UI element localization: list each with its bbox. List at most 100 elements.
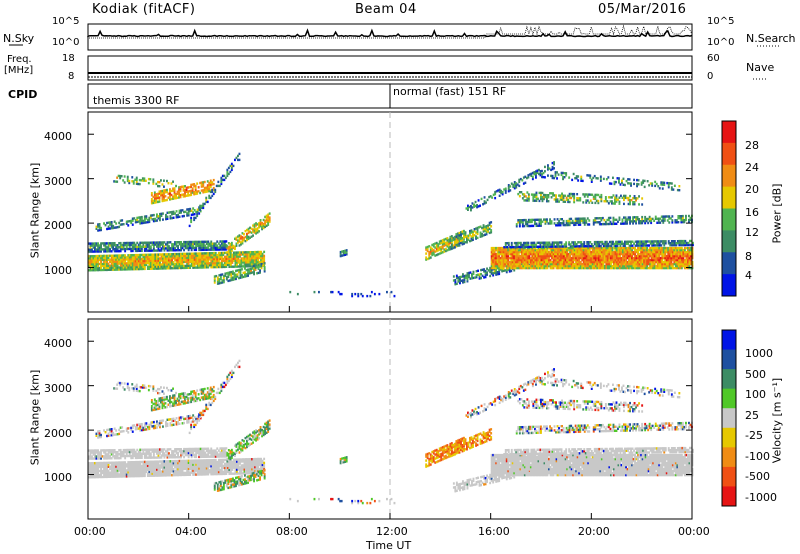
power-cell (599, 179, 602, 182)
power-cell (551, 252, 553, 256)
power-cell (481, 232, 483, 236)
power-cell (166, 247, 169, 250)
power-cell (107, 256, 110, 259)
velocity-cell (89, 470, 92, 473)
power-cell (549, 262, 552, 266)
power-cell (192, 266, 195, 269)
power-cell (608, 182, 611, 185)
power-cell (480, 276, 482, 280)
power-cell (507, 246, 510, 250)
power-cell (160, 247, 163, 250)
power-cell (667, 260, 670, 264)
power-cell (165, 217, 167, 221)
power-cell (619, 266, 621, 270)
power-cell (157, 253, 160, 256)
power-cell (203, 188, 206, 192)
power-cell (143, 221, 146, 224)
power-cell (172, 245, 175, 248)
power-cell (192, 240, 195, 244)
power-cell (540, 258, 543, 262)
power-cell (453, 246, 456, 249)
power-cell (612, 240, 614, 244)
power-cell (658, 260, 661, 264)
noise-panel-frame (87, 23, 693, 51)
power-cell (617, 248, 620, 252)
power-cell (130, 264, 133, 267)
power-cell (141, 179, 144, 182)
power-cell (232, 276, 234, 279)
velocity-cell (100, 461, 102, 465)
power-cell (546, 262, 549, 266)
power-cell (572, 248, 575, 252)
power-cell (597, 252, 600, 256)
power-cell (627, 240, 629, 243)
power-cell (131, 180, 134, 183)
power-cell (647, 258, 650, 262)
power-cell (593, 266, 596, 270)
power-cell (584, 256, 587, 260)
power-cell (690, 252, 692, 256)
power-cell (649, 242, 652, 245)
power-cell (640, 262, 643, 266)
power-cell (214, 255, 217, 259)
power-cell (180, 243, 182, 246)
power-cell (549, 246, 552, 250)
power-cell (133, 243, 136, 247)
velocity-cell (94, 466, 96, 469)
power-cell (97, 246, 99, 249)
power-cell (669, 217, 672, 220)
power-cell (116, 180, 119, 183)
power-cell (196, 258, 199, 261)
power-cell (180, 262, 182, 266)
power-cell (173, 191, 176, 194)
power-cell (568, 219, 571, 223)
power-cell (511, 258, 514, 262)
power-cell (569, 262, 572, 266)
power-cell (543, 262, 546, 266)
power-cell (593, 262, 596, 266)
power-cell (559, 218, 562, 221)
power-cell (545, 262, 547, 266)
power-cell (162, 253, 164, 256)
power-cell (510, 241, 513, 245)
power-cell (237, 253, 240, 256)
power-cell (543, 195, 545, 199)
power-cell (636, 216, 639, 219)
power-cell (570, 264, 573, 268)
power-cell (559, 224, 562, 227)
power-cell (625, 258, 627, 262)
power-cell (616, 260, 618, 264)
power-cell (580, 179, 583, 182)
power-cell (536, 254, 538, 258)
power-cell (638, 262, 641, 266)
power-cell (121, 223, 124, 226)
power-cell (109, 248, 111, 251)
power-cell (171, 216, 173, 220)
power-cell (646, 256, 649, 260)
power-cell (527, 218, 530, 222)
power-cell (667, 248, 670, 252)
power-cell (104, 250, 107, 253)
power-cell (230, 243, 233, 247)
power-cell (597, 260, 600, 264)
power-cell (146, 255, 149, 258)
power-cell (98, 246, 101, 249)
power-cell (565, 172, 568, 175)
power-cell (187, 242, 190, 246)
power-cell (263, 260, 266, 264)
power-cell (572, 262, 575, 266)
power-cell (667, 264, 670, 268)
power-cell (650, 266, 653, 270)
power-cell (582, 217, 585, 220)
power-cell (575, 243, 578, 246)
power-cell (682, 258, 685, 262)
power-cell (676, 260, 679, 264)
power-cell (529, 260, 532, 264)
power-cell (139, 265, 142, 269)
power-cell (656, 246, 659, 250)
power-cell (115, 260, 118, 263)
power-cell (631, 260, 633, 264)
power-cell (575, 177, 578, 180)
power-cell (574, 243, 577, 246)
power-cell (104, 244, 107, 247)
